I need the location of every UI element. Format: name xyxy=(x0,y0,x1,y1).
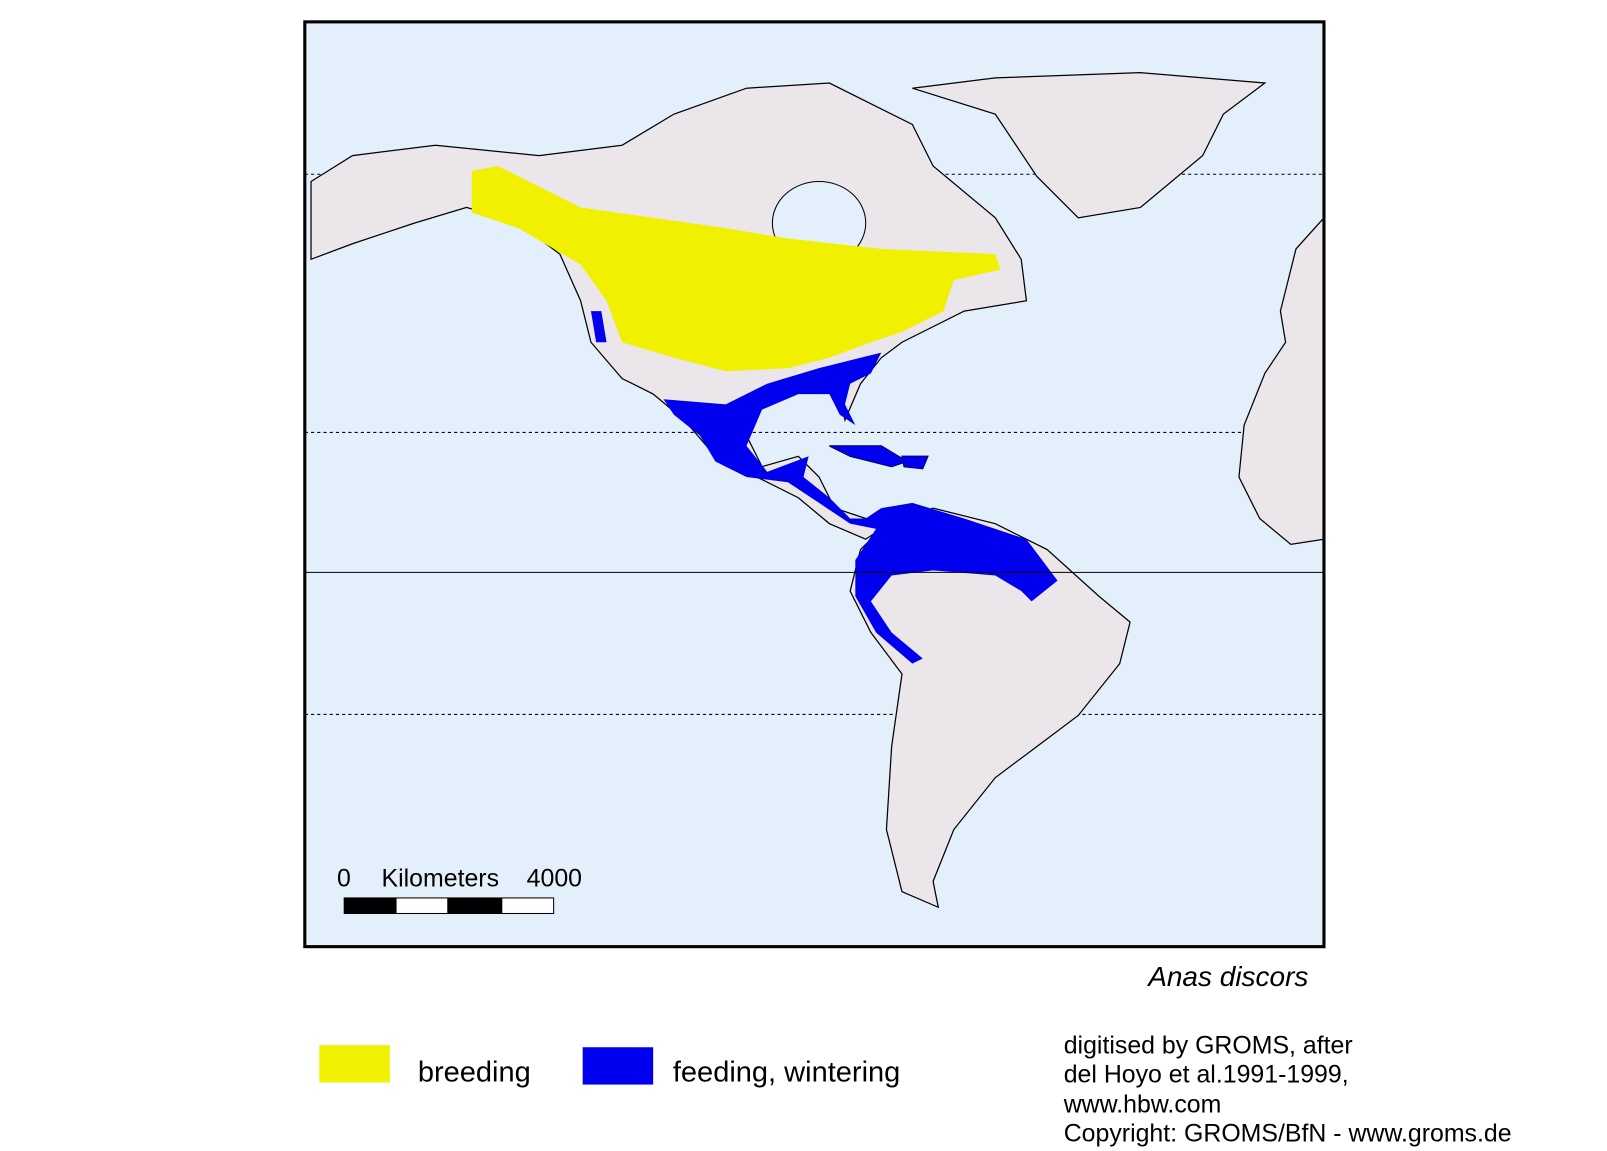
species-name: Anas discors xyxy=(1146,961,1308,992)
legend-label: feeding, wintering xyxy=(673,1056,900,1088)
map-layer xyxy=(304,72,1324,909)
wintering-cuba xyxy=(829,445,908,467)
legend-swatch xyxy=(582,1047,654,1085)
greenland xyxy=(912,72,1267,219)
credit-line: Copyright: GROMS/BfN - www.groms.de xyxy=(1064,1120,1512,1148)
scale-bar xyxy=(343,897,555,915)
legend-label: breeding xyxy=(418,1056,531,1088)
scale-start: 0 xyxy=(337,865,351,893)
breeding-range xyxy=(471,165,1001,372)
credit-line: digitised by GROMS, after xyxy=(1064,1031,1353,1059)
south-america xyxy=(849,507,1131,909)
africa-europe xyxy=(1238,216,1324,546)
wintering-mainland xyxy=(663,352,1058,664)
wintering-pacific xyxy=(590,311,607,343)
credit-line: del Hoyo et al.1991-1999, xyxy=(1064,1060,1349,1088)
credit-line: www.hbw.com xyxy=(1063,1091,1222,1119)
wintering-range xyxy=(590,311,1058,664)
scale-unit: Kilometers xyxy=(382,865,500,893)
map-frame xyxy=(303,20,1326,949)
scale-end: 4000 xyxy=(527,865,582,893)
legend-swatch xyxy=(319,1045,390,1083)
wintering-hispaniola xyxy=(901,456,928,469)
